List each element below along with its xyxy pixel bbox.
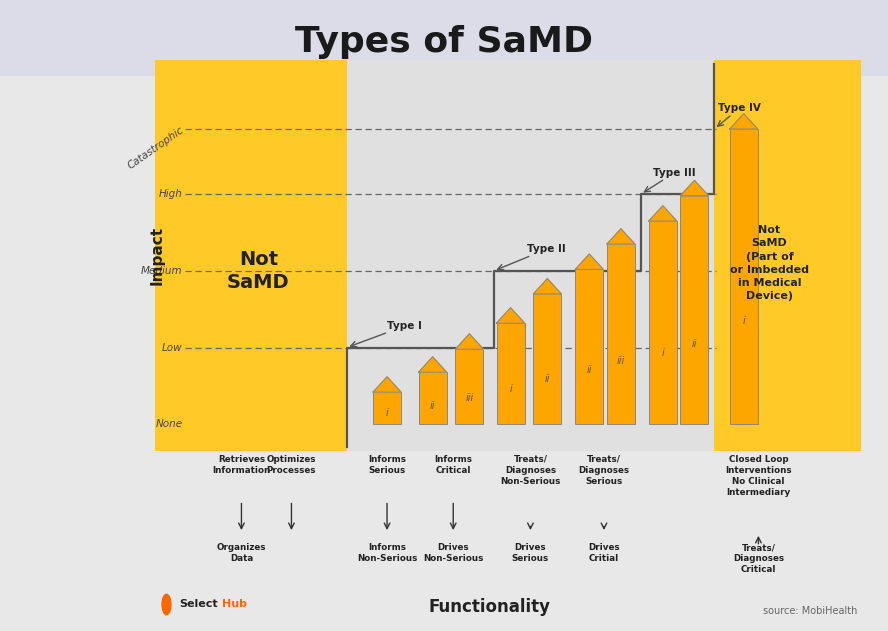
Text: Informs
Serious: Informs Serious	[368, 454, 406, 475]
Bar	[346, 60, 714, 451]
Text: ii: ii	[544, 374, 550, 384]
Text: Not
SaMD: Not SaMD	[227, 250, 289, 292]
Text: Informs
Non-Serious: Informs Non-Serious	[357, 543, 417, 563]
Polygon shape	[607, 228, 635, 244]
Text: iii: iii	[617, 357, 625, 366]
Text: Treats/
Diagnoses
Serious: Treats/ Diagnoses Serious	[578, 454, 630, 486]
Bar	[456, 349, 483, 424]
Text: Medium: Medium	[141, 266, 183, 276]
Text: None: None	[155, 420, 183, 429]
Polygon shape	[575, 254, 603, 269]
Bar	[607, 244, 635, 424]
Text: i: i	[662, 348, 664, 358]
Circle shape	[162, 594, 170, 615]
Polygon shape	[456, 334, 483, 349]
Text: ii: ii	[586, 365, 592, 375]
Text: Retrieves
Information: Retrieves Information	[212, 454, 271, 475]
Text: iii: iii	[465, 393, 473, 403]
Text: Not
SaMD
(Part of
or Imbedded
in Medical
Device): Not SaMD (Part of or Imbedded in Medical…	[730, 225, 809, 301]
Text: Drives
Non-Serious: Drives Non-Serious	[423, 543, 483, 563]
Polygon shape	[680, 180, 709, 196]
Bar	[680, 196, 709, 424]
Text: Organizes
Data: Organizes Data	[217, 543, 266, 563]
Text: Impact: Impact	[150, 226, 165, 285]
Text: ii: ii	[692, 339, 697, 350]
Polygon shape	[730, 114, 757, 129]
Text: Informs
Critical: Informs Critical	[434, 454, 472, 475]
Bar	[649, 221, 677, 424]
Text: Treats/
Diagnoses
Critical: Treats/ Diagnoses Critical	[733, 543, 784, 574]
Bar	[155, 60, 346, 451]
Bar	[575, 269, 603, 424]
Text: Catastrophic: Catastrophic	[125, 125, 186, 171]
Text: Type I: Type I	[351, 321, 422, 347]
Text: ii: ii	[430, 401, 435, 411]
Bar	[373, 392, 401, 424]
Polygon shape	[534, 278, 561, 294]
Text: i: i	[385, 408, 388, 418]
Text: Hub: Hub	[222, 599, 247, 610]
Text: Drives
Serious: Drives Serious	[511, 543, 549, 563]
Polygon shape	[649, 206, 677, 221]
Text: Low: Low	[162, 343, 183, 353]
Text: Optimizes
Processes: Optimizes Processes	[266, 454, 316, 475]
Bar	[534, 294, 561, 424]
Polygon shape	[496, 308, 525, 323]
Polygon shape	[373, 377, 401, 392]
Bar	[496, 323, 525, 424]
Text: Functionality: Functionality	[429, 598, 551, 616]
Text: i: i	[509, 384, 512, 394]
Text: Types of SaMD: Types of SaMD	[295, 25, 593, 59]
Text: Type IV: Type IV	[718, 103, 761, 126]
Text: Treats/
Diagnoses
Non-Serious: Treats/ Diagnoses Non-Serious	[500, 454, 560, 486]
Text: High: High	[159, 189, 183, 199]
Text: Drives
Critial: Drives Critial	[588, 543, 620, 563]
Text: Select: Select	[179, 599, 218, 610]
Bar	[714, 60, 861, 451]
Text: Type II: Type II	[497, 244, 566, 269]
Text: source: MobiHealth: source: MobiHealth	[764, 606, 858, 616]
Polygon shape	[418, 357, 447, 372]
Text: Closed Loop
Interventions
No Clinical
Intermediary: Closed Loop Interventions No Clinical In…	[725, 454, 792, 497]
Bar	[418, 372, 447, 424]
Text: Type III: Type III	[645, 168, 696, 192]
Text: i: i	[742, 316, 745, 326]
Bar	[730, 129, 757, 424]
